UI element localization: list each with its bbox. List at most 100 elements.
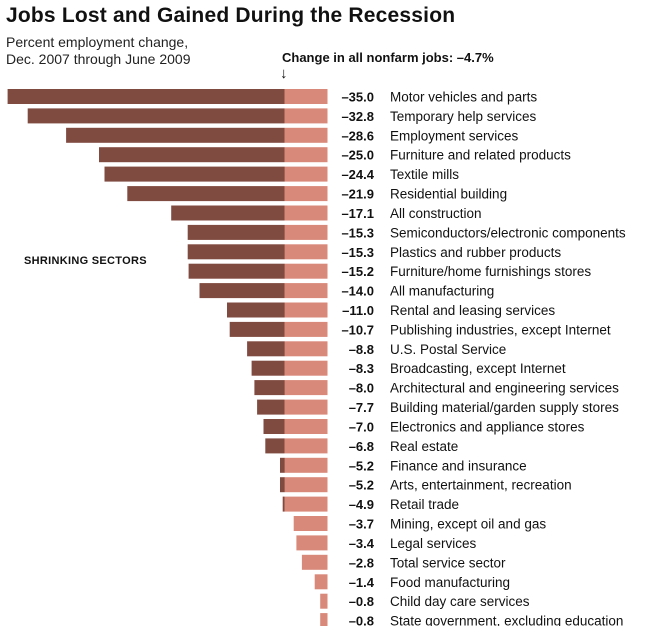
bar-segment-dark [280,477,285,493]
category-label: Architectural and engineering services [390,381,619,396]
value-label: –32.8 [341,109,374,124]
bar-segment-dark [247,341,285,357]
bar-segment-dark [188,263,285,279]
bar-segment-light [320,593,328,609]
value-label: –0.8 [349,594,374,609]
category-label: Child day care services [390,594,530,609]
value-label: –14.0 [341,284,374,299]
bar-segment-dark [171,205,285,221]
category-label: Electronics and appliance stores [390,420,585,435]
bar-segment-dark [187,224,285,240]
subtitle-line-1: Percent employment change, [6,34,189,50]
reference-label: Change in all nonfarm jobs: –4.7% [282,50,494,65]
bar-segment-dark [127,186,285,202]
value-label: –4.9 [349,497,374,512]
value-label: –10.7 [341,322,374,337]
chart-subtitle: Percent employment change, Dec. 2007 thr… [6,34,266,68]
bar-segment-light [284,283,328,299]
bar-segment-light [284,302,328,318]
bar-segment-light [284,244,328,260]
value-label: –28.6 [341,128,374,143]
bar-segment-light [284,399,328,415]
bar-segment-light [284,341,328,357]
category-label: U.S. Postal Service [390,342,506,357]
bar-segment-dark [251,360,285,376]
bar-segment-light [284,127,328,143]
category-label: Building material/garden supply stores [390,400,619,415]
value-label: –3.4 [349,536,375,551]
category-label: Mining, except oil and gas [390,517,546,532]
bar-segment-dark [199,283,285,299]
value-label: –3.7 [349,517,374,532]
bar-segment-light [284,419,328,434]
bar-segment-dark [257,399,285,415]
value-label: –15.3 [341,225,374,240]
category-label: Real estate [390,439,458,454]
subtitle-line-2: Dec. 2007 through June 2009 [6,51,191,67]
bar-segment-dark [66,127,285,143]
category-label: Furniture and related products [390,148,571,163]
category-label: Retail trade [390,497,459,512]
bar-segment-light [284,89,328,104]
category-label: Temporary help services [390,109,537,124]
value-label: –7.7 [349,400,374,415]
bar-segment-dark [280,457,285,473]
category-label: State government, excluding education [390,614,623,626]
category-label: Broadcasting, except Internet [390,361,566,376]
value-label: –21.9 [341,187,374,202]
category-label: Rental and leasing services [390,303,555,318]
bar-segment-light [284,360,328,376]
value-label: –24.4 [341,167,374,182]
category-label: Finance and insurance [390,458,527,473]
bar-segment-light [284,496,328,512]
bar-segment-dark [282,496,285,512]
category-label: Total service sector [390,555,506,570]
value-label: –8.3 [349,361,374,376]
category-label: Plastics and rubber products [390,245,561,260]
category-label: Publishing industries, except Internet [390,322,611,337]
category-label: All manufacturing [390,284,494,299]
bar-segment-light [284,205,328,221]
category-label: Semiconductors/electronic components [390,225,626,240]
value-label: –1.4 [349,575,375,590]
value-label: –35.0 [341,90,374,105]
bar-segment-light [284,438,328,454]
bar-segment-dark [265,438,285,454]
bar-segment-light [293,516,328,531]
category-label: Food manufacturing [390,575,510,590]
bar-segment-light [314,574,328,590]
category-label: All construction [390,206,482,221]
chart-title: Jobs Lost and Gained During the Recessio… [6,4,456,27]
bar-segment-light [284,166,328,182]
value-label: –8.0 [349,381,374,396]
bar-segment-dark [27,108,285,124]
category-label: Employment services [390,128,519,143]
value-label: –7.0 [349,420,374,435]
value-label: –15.3 [341,245,374,260]
bar-segment-dark [7,89,285,104]
value-label: –8.8 [349,342,374,357]
bar-segment-dark [263,419,285,434]
category-label: Motor vehicles and parts [390,90,537,105]
value-label: –11.0 [342,303,374,318]
value-label: –6.8 [349,439,374,454]
category-label: Furniture/home furnishings stores [390,264,591,279]
bar-segment-light [296,535,328,551]
bar-segment-dark [187,244,285,260]
value-label: –17.1 [341,206,374,221]
bar-segment-dark [104,166,285,182]
bar-segment-light [284,380,328,396]
bar-segment-light [320,613,328,626]
value-label: –5.2 [349,478,374,493]
bar-segment-light [284,224,328,240]
bar-segment-light [284,457,328,473]
value-label: –2.8 [349,555,374,570]
category-label: Textile mills [390,167,459,182]
bar-segment-dark [99,147,285,163]
category-label: Residential building [390,187,507,202]
value-label: –25.0 [341,148,374,163]
bar-segment-light [284,321,328,337]
bar-segment-dark [227,302,285,318]
group-label: SHRINKING SECTORS [24,255,147,267]
